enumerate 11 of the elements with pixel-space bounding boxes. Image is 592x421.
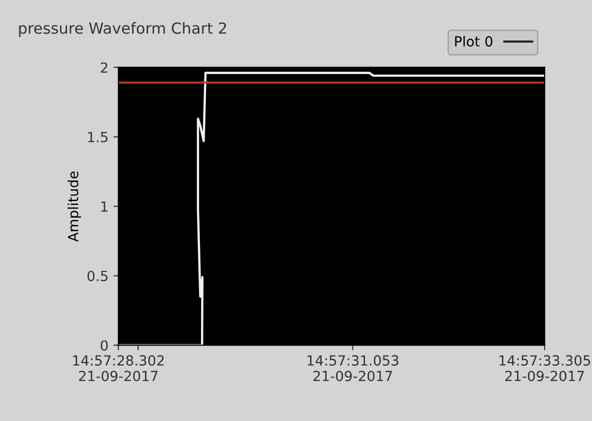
x-tick-label: 14:57:28.302 21-09-2017 <box>73 355 164 382</box>
y-tick-label: 1 <box>101 201 108 212</box>
y-axis-title: Amplitude <box>68 171 82 242</box>
x-tick-label: 14:57:33.305 21-09-2017 <box>500 355 590 382</box>
x-tick-label: 14:57:31.053 21-09-2017 <box>308 355 398 382</box>
y-tick-label: 0.5 <box>88 270 108 282</box>
y-tick-label: 1.5 <box>88 132 108 142</box>
y-tick-label: 2 <box>100 62 108 73</box>
text: Plot 0 <box>455 36 492 47</box>
chart-title: pressure Waveform Chart 2 <box>19 22 226 37</box>
y-tick-label: 0 <box>100 340 108 351</box>
